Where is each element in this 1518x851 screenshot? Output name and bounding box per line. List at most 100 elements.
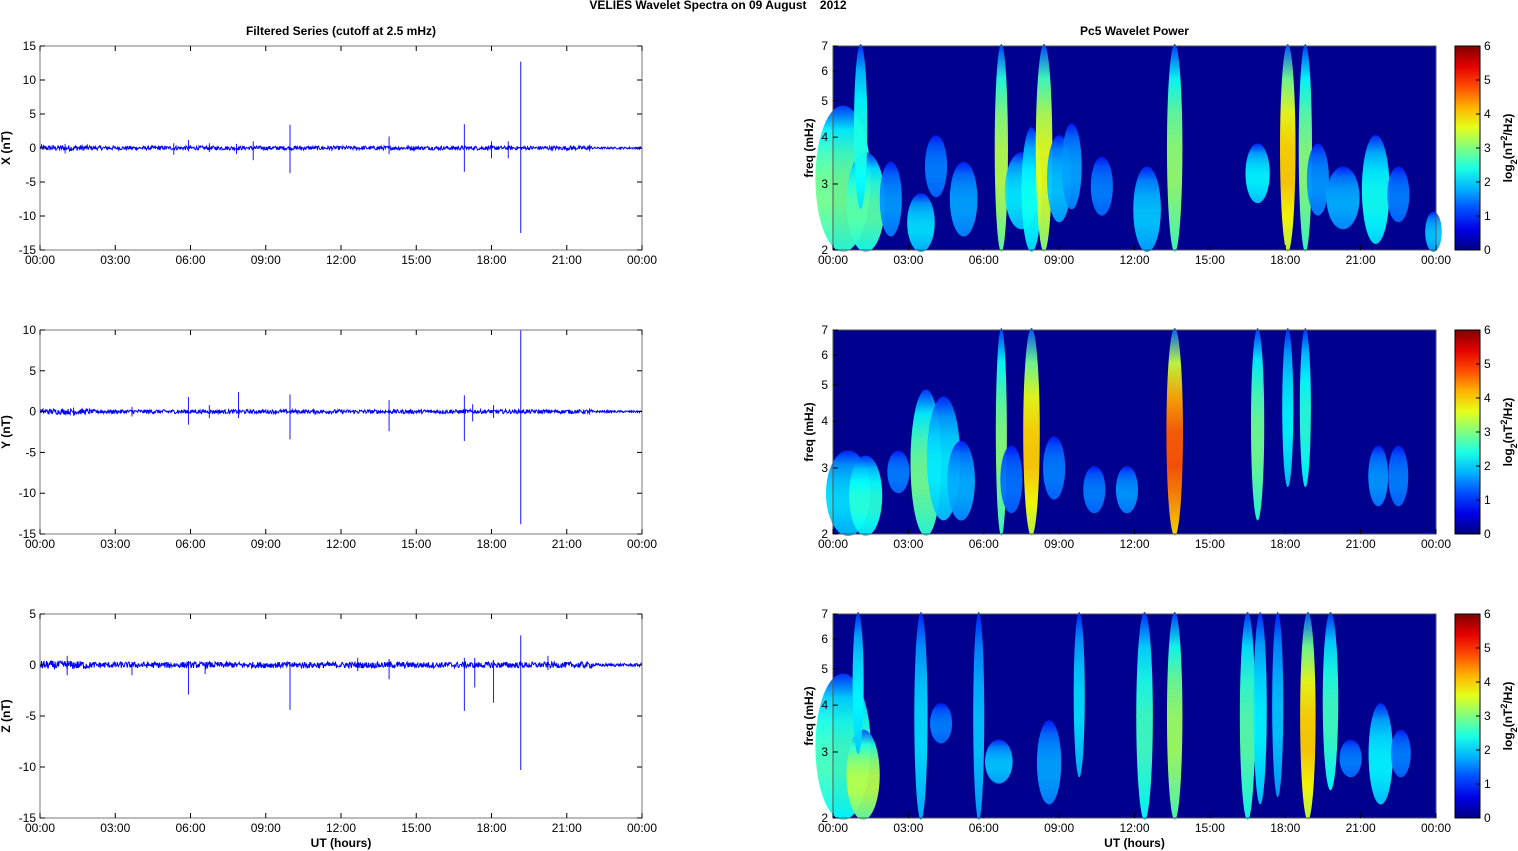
y-tick-label: 0 [29, 658, 36, 672]
timeseries-panel-3 [39, 613, 643, 819]
x-tick-label: 09:00 [1044, 537, 1074, 551]
y-tick-label: 2 [821, 243, 828, 257]
trace-line [39, 407, 643, 416]
wavelet-power-feature [1166, 328, 1183, 536]
x-tick-label: 15:00 [401, 253, 431, 267]
colorbar-tick-label: 2 [1484, 459, 1491, 473]
colorbar-tick-label: 0 [1484, 243, 1491, 257]
y-tick-label: 7 [821, 39, 828, 53]
left-column-title: Filtered Series (cutoff at 2.5 mHz) [245, 24, 437, 38]
y-tick-label: -5 [25, 175, 36, 189]
x-tick-label: 18:00 [1270, 253, 1300, 267]
wavelet-power-feature [1036, 720, 1062, 805]
x-tick-label: 12:00 [1119, 253, 1149, 267]
wavelet-power-feature [1425, 211, 1442, 252]
right-column-title: Pc5 Wavelet Power [1080, 24, 1189, 38]
x-tick-label: 00:00 [627, 821, 657, 835]
wavelet-power-feature [1250, 328, 1265, 521]
wavelet-power-feature [1339, 739, 1362, 778]
y-axis-label: Z (nT) [0, 699, 13, 732]
y-tick-label: 4 [821, 698, 828, 712]
y-tick-label: -10 [19, 209, 37, 223]
colorbar-tick-label: 2 [1484, 175, 1491, 189]
wavelet-power-feature [1390, 729, 1411, 778]
wavelet-power-feature [852, 612, 864, 754]
timeseries-panel-2 [39, 329, 643, 535]
wavelet-power-feature [973, 612, 985, 820]
wavelet-power-feature [1239, 612, 1256, 820]
y-tick-label: -5 [25, 709, 36, 723]
x-tick-label: 12:00 [326, 821, 356, 835]
x-tick-label: 00:00 [627, 537, 657, 551]
y-tick-label: 10 [23, 323, 37, 337]
x-tick-label: 12:00 [326, 537, 356, 551]
y-tick-label: 10 [23, 73, 37, 87]
colorbar-label: log2(nT2/Hz) [1499, 682, 1518, 751]
y-tick-label: 4 [821, 130, 828, 144]
spectrogram-panel-1: log2(nT2/Hz) [815, 44, 1518, 253]
colorbar-tick-label: 6 [1484, 607, 1491, 621]
wavelet-power-feature [854, 44, 868, 210]
y-tick-label: 5 [821, 94, 828, 108]
y-tick-label: 3 [821, 177, 828, 191]
x-tick-label: 00:00 [25, 537, 55, 551]
y-tick-label: 0 [29, 405, 36, 419]
x-tick-label: 12:00 [1119, 821, 1149, 835]
wavelet-power-feature [1061, 123, 1082, 210]
wavelet-power-feature [1115, 465, 1139, 514]
y-tick-label: 3 [821, 745, 828, 759]
wavelet-power-feature [1388, 445, 1409, 507]
x-tick-label: 12:00 [1119, 537, 1149, 551]
x-tick-label: 00:00 [1421, 253, 1451, 267]
colorbar-tick-label: 3 [1484, 709, 1491, 723]
x-tick-label: 21:00 [1346, 253, 1376, 267]
x-tick-label: 21:00 [552, 537, 582, 551]
y-tick-label: -15 [19, 243, 37, 257]
wavelet-power-feature [1035, 44, 1053, 252]
wavelet-power-feature [1322, 612, 1339, 791]
x-tick-label: 00:00 [818, 821, 848, 835]
wavelet-power-feature [1166, 612, 1183, 820]
x-tick-label: 21:00 [1346, 537, 1376, 551]
x-tick-label: 09:00 [251, 537, 281, 551]
colorbar-label: log2(nT2/Hz) [1499, 398, 1518, 467]
wavelet-power-feature [947, 440, 975, 521]
colorbar-tick-label: 6 [1484, 39, 1491, 53]
x-tick-label: 12:00 [326, 253, 356, 267]
wavelet-power-feature [1326, 166, 1360, 230]
wavelet-power-feature [1282, 328, 1294, 488]
colorbar-tick-label: 0 [1484, 811, 1491, 825]
y-tick-label: 2 [821, 811, 828, 825]
x-tick-label: 06:00 [969, 537, 999, 551]
x-tick-label: 18:00 [476, 537, 506, 551]
wavelet-power-feature [887, 450, 910, 494]
y-tick-label: 7 [821, 323, 828, 337]
y-tick-label: 5 [821, 662, 828, 676]
y-tick-label: -10 [19, 760, 37, 774]
x-tick-label: 06:00 [175, 821, 205, 835]
plot-area [40, 330, 642, 534]
timeseries-panel-1 [39, 45, 643, 251]
x-tick-label: 06:00 [969, 821, 999, 835]
x-tick-label: 18:00 [476, 253, 506, 267]
colorbar-tick-label: 0 [1484, 527, 1491, 541]
x-tick-label: 09:00 [1044, 821, 1074, 835]
colorbar [1454, 613, 1481, 819]
y-tick-label: 5 [821, 378, 828, 392]
x-tick-label: 00:00 [1421, 821, 1451, 835]
plot-area [40, 614, 642, 818]
x-tick-label: 03:00 [100, 537, 130, 551]
x-tick-label: 00:00 [1421, 537, 1451, 551]
y-tick-label: -5 [25, 445, 36, 459]
colorbar-tick-label: 2 [1484, 743, 1491, 757]
wavelet-power-feature [949, 161, 978, 237]
y-tick-label: 5 [29, 607, 36, 621]
trace-line [39, 143, 643, 153]
x-tick-label: 03:00 [893, 253, 923, 267]
colorbar-tick-label: 4 [1484, 107, 1491, 121]
x-tick-label: 03:00 [100, 253, 130, 267]
x-tick-label: 03:00 [100, 821, 130, 835]
wavelet-power-feature [907, 193, 935, 252]
x-tick-label: 00:00 [818, 537, 848, 551]
